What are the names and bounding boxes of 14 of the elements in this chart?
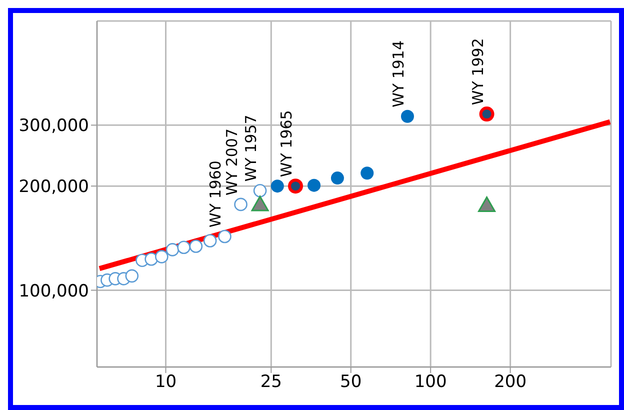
x-tick-label: 100 xyxy=(414,372,447,392)
x-tick-label: 25 xyxy=(260,372,282,392)
annotation: WY 1965 xyxy=(278,110,296,178)
y-tick-label: 300,000 xyxy=(18,116,89,136)
y-tick-label: 100,000 xyxy=(18,281,89,302)
annotation: WY 1960 xyxy=(206,160,225,228)
annotation: WY 1957 xyxy=(242,114,260,182)
y-tick-label: 200,000 xyxy=(18,177,89,198)
annotation: WY 2007 xyxy=(222,128,241,196)
x-tick-label: 200 xyxy=(494,372,527,392)
x-tick-label: 10 xyxy=(154,372,177,392)
annotation: WY 1914 xyxy=(389,40,408,108)
annotation: WY 1992 xyxy=(468,38,487,106)
x-tick-label: 50 xyxy=(340,372,362,392)
